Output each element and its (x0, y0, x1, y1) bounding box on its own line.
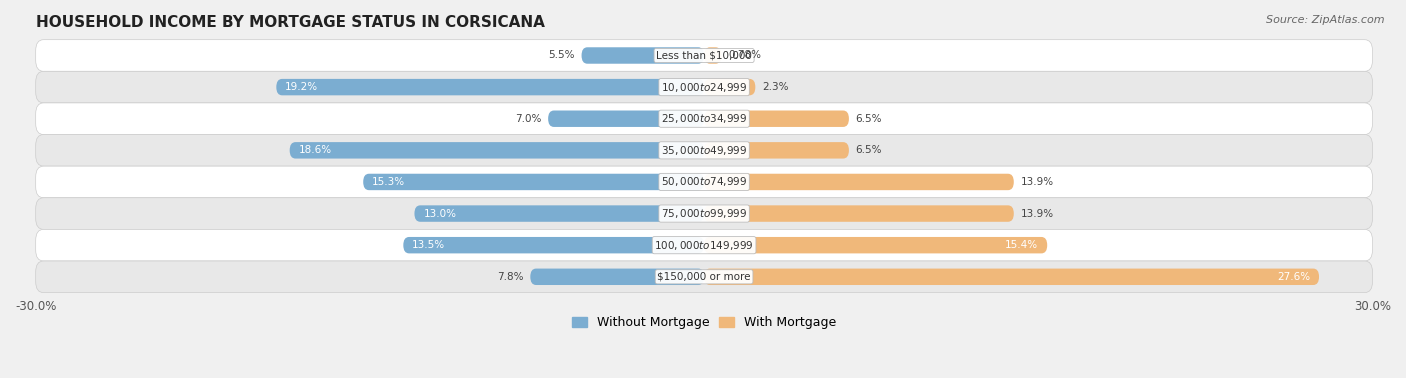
Text: 18.6%: 18.6% (298, 145, 332, 155)
Text: $75,000 to $99,999: $75,000 to $99,999 (661, 207, 747, 220)
FancyBboxPatch shape (704, 79, 755, 95)
Text: $100,000 to $149,999: $100,000 to $149,999 (654, 239, 754, 252)
FancyBboxPatch shape (404, 237, 704, 253)
FancyBboxPatch shape (704, 47, 721, 64)
Text: 19.2%: 19.2% (285, 82, 318, 92)
FancyBboxPatch shape (530, 269, 704, 285)
FancyBboxPatch shape (704, 174, 1014, 190)
FancyBboxPatch shape (582, 47, 704, 64)
Text: 15.3%: 15.3% (373, 177, 405, 187)
FancyBboxPatch shape (35, 261, 1372, 293)
Text: 2.3%: 2.3% (762, 82, 789, 92)
FancyBboxPatch shape (363, 174, 704, 190)
Text: $35,000 to $49,999: $35,000 to $49,999 (661, 144, 747, 157)
Text: 13.9%: 13.9% (1021, 177, 1053, 187)
FancyBboxPatch shape (548, 110, 704, 127)
FancyBboxPatch shape (704, 142, 849, 158)
Text: 6.5%: 6.5% (856, 114, 882, 124)
FancyBboxPatch shape (35, 198, 1372, 229)
Text: 7.0%: 7.0% (515, 114, 541, 124)
Text: 6.5%: 6.5% (856, 145, 882, 155)
Text: 0.78%: 0.78% (728, 51, 761, 60)
FancyBboxPatch shape (35, 166, 1372, 198)
Text: 7.8%: 7.8% (498, 272, 523, 282)
Text: $10,000 to $24,999: $10,000 to $24,999 (661, 81, 747, 94)
FancyBboxPatch shape (35, 229, 1372, 261)
Text: 27.6%: 27.6% (1277, 272, 1310, 282)
FancyBboxPatch shape (290, 142, 704, 158)
FancyBboxPatch shape (415, 205, 704, 222)
Text: Source: ZipAtlas.com: Source: ZipAtlas.com (1267, 15, 1385, 25)
FancyBboxPatch shape (704, 269, 1319, 285)
Text: 13.0%: 13.0% (423, 209, 457, 218)
FancyBboxPatch shape (277, 79, 704, 95)
Text: $25,000 to $34,999: $25,000 to $34,999 (661, 112, 747, 125)
Text: 13.5%: 13.5% (412, 240, 446, 250)
Text: 13.9%: 13.9% (1021, 209, 1053, 218)
FancyBboxPatch shape (35, 135, 1372, 166)
FancyBboxPatch shape (35, 40, 1372, 71)
FancyBboxPatch shape (704, 237, 1047, 253)
Text: HOUSEHOLD INCOME BY MORTGAGE STATUS IN CORSICANA: HOUSEHOLD INCOME BY MORTGAGE STATUS IN C… (35, 15, 544, 30)
FancyBboxPatch shape (35, 103, 1372, 135)
Text: $50,000 to $74,999: $50,000 to $74,999 (661, 175, 747, 189)
Text: Less than $10,000: Less than $10,000 (657, 51, 752, 60)
FancyBboxPatch shape (704, 110, 849, 127)
Legend: Without Mortgage, With Mortgage: Without Mortgage, With Mortgage (567, 311, 842, 334)
FancyBboxPatch shape (35, 71, 1372, 103)
Text: 5.5%: 5.5% (548, 51, 575, 60)
FancyBboxPatch shape (704, 205, 1014, 222)
Text: $150,000 or more: $150,000 or more (658, 272, 751, 282)
Text: 15.4%: 15.4% (1005, 240, 1038, 250)
